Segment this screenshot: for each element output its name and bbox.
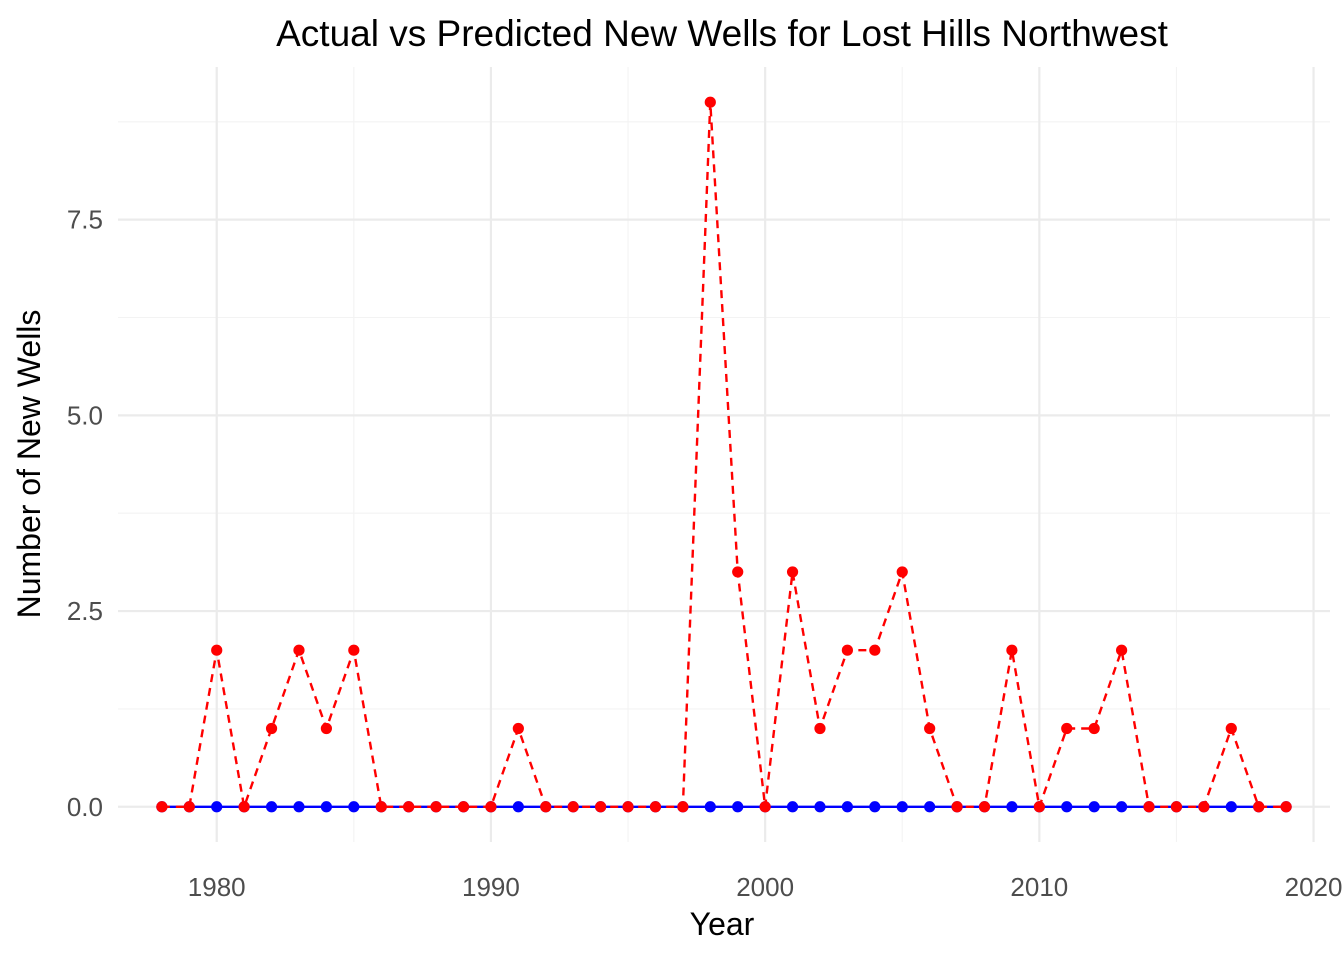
series-2-point (1253, 801, 1265, 813)
series-2-point (1225, 722, 1237, 735)
series-2-point (759, 801, 771, 813)
series-2-point (1061, 722, 1073, 735)
series-2-point (649, 801, 662, 813)
series-2-point (951, 801, 963, 813)
series-2-point (869, 644, 881, 656)
series-2-point (978, 801, 991, 813)
series-2-point (265, 722, 278, 735)
series-1 (156, 801, 1292, 813)
series-layer (156, 96, 1292, 813)
series-2-point (1198, 801, 1210, 813)
series-2-point (375, 801, 387, 813)
series-1-point (265, 801, 278, 813)
series-2-point (1116, 644, 1128, 656)
series-2-point (814, 722, 826, 735)
x-tick-label: 2010 (1010, 872, 1068, 902)
series-2 (156, 96, 1292, 813)
series-2-point (1033, 801, 1045, 813)
tick-labels: 1980 1990 2000 2010 2020 0.0 2.5 5.0 7.5 (67, 205, 1343, 902)
y-tick-label: 0.0 (67, 792, 103, 822)
x-axis-title: Year (690, 906, 755, 942)
series-1-point (1116, 801, 1128, 813)
series-1-point (320, 801, 332, 813)
series-2-point (238, 801, 250, 813)
series-2-point (485, 801, 497, 813)
series-2-point (1006, 644, 1018, 656)
series-1-point (1088, 801, 1100, 813)
series-1-point (841, 801, 853, 813)
series-2-point (595, 801, 607, 813)
series-1-point (732, 801, 744, 813)
series-1-point (786, 801, 799, 813)
series-2-point (457, 801, 470, 813)
series-2-line (161, 102, 1287, 812)
series-2-point (786, 566, 799, 578)
series-2-point (924, 722, 936, 735)
series-1-point (814, 801, 826, 813)
y-tick-label: 5.0 (67, 400, 103, 430)
series-2-point (403, 801, 415, 813)
series-1-point (1225, 801, 1237, 813)
series-2-point (677, 801, 689, 813)
series-2-point (896, 566, 908, 578)
series-2-point (1280, 801, 1292, 813)
series-2-point (512, 722, 524, 735)
series-2-point (183, 801, 195, 813)
series-2-point (320, 722, 332, 735)
series-2-point (293, 644, 305, 656)
series-1-point (1061, 801, 1073, 813)
series-2-point (567, 801, 579, 813)
series-2-point (841, 644, 853, 656)
series-1-point (211, 801, 223, 813)
series-1-point (1006, 801, 1018, 813)
grid (118, 67, 1330, 842)
chart-title: Actual vs Predicted New Wells for Lost H… (276, 13, 1168, 54)
series-1-point (896, 801, 908, 813)
x-tick-label: 2020 (1285, 872, 1343, 902)
series-2-point (732, 566, 744, 578)
series-1-point (704, 801, 716, 813)
series-2-point (1143, 801, 1155, 813)
series-2-point (430, 801, 442, 813)
series-2-point (348, 644, 360, 656)
y-axis-title: Number of New Wells (11, 310, 47, 619)
series-2-point (211, 644, 223, 656)
series-1-point (512, 801, 524, 813)
series-1-point (348, 801, 360, 813)
series-2-point (1170, 801, 1183, 813)
series-2-point (540, 801, 552, 813)
series-1-point (924, 801, 936, 813)
series-2-point (156, 801, 168, 813)
series-2-point (1088, 722, 1100, 735)
x-tick-label: 1990 (462, 872, 520, 902)
y-tick-label: 2.5 (67, 596, 103, 626)
series-1-point (869, 801, 881, 813)
x-tick-label: 1980 (188, 872, 246, 902)
y-tick-label: 7.5 (67, 205, 103, 235)
series-1-point (293, 801, 305, 813)
x-tick-label: 2000 (736, 872, 794, 902)
series-2-point (622, 801, 634, 813)
series-2-point (704, 96, 716, 108)
